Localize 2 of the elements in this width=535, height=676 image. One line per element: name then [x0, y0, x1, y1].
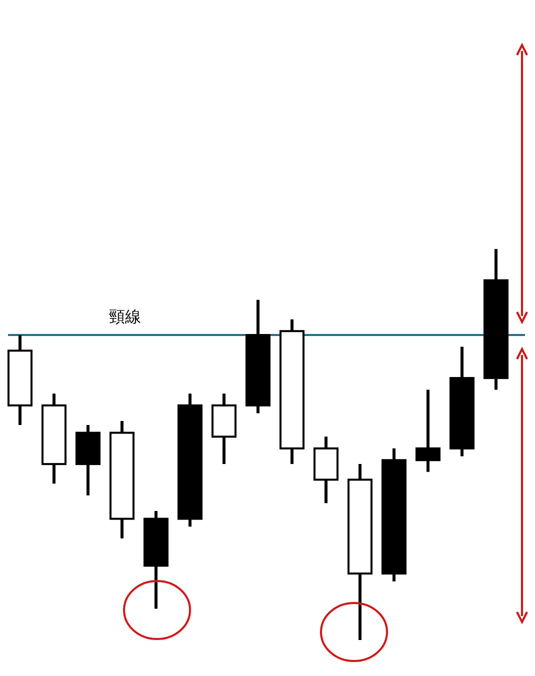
candlestick: [416, 390, 440, 472]
ref-line-label: 頸線: [109, 307, 141, 326]
